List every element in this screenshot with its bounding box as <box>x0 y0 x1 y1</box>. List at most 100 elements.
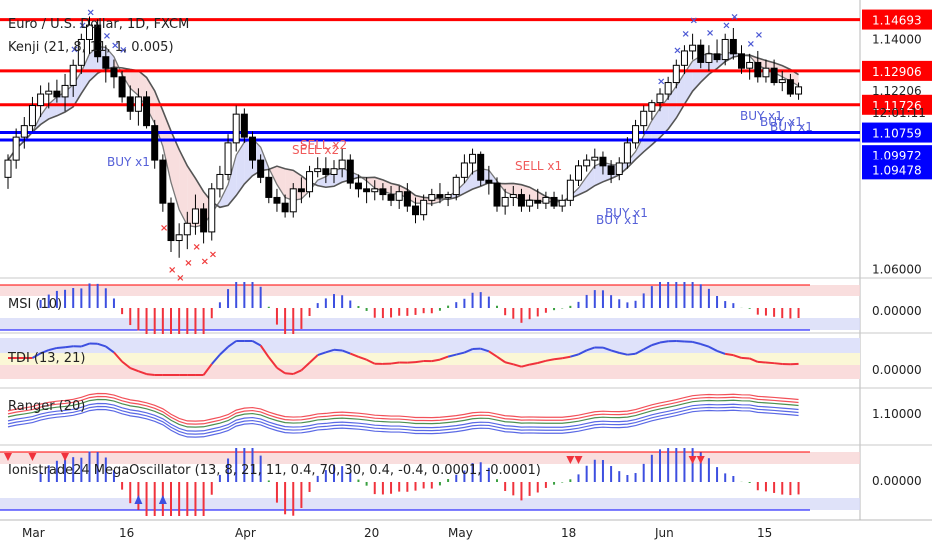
tdi-line-segment <box>651 341 661 347</box>
cloud-segment <box>130 69 139 96</box>
cloud-segment <box>171 131 180 210</box>
tdi-line-segment <box>390 361 400 365</box>
tdi-line-segment <box>480 347 490 353</box>
candle-body <box>387 194 395 201</box>
tdi-line-segment <box>48 346 58 352</box>
tdi-line-segment <box>741 356 750 360</box>
signal-buy-5: BUY x1 <box>760 115 803 129</box>
cloud-segment <box>276 166 286 198</box>
tdi-line-segment <box>113 351 123 363</box>
candle-body <box>208 188 216 233</box>
candle-body <box>485 179 493 184</box>
candle-body <box>444 194 452 198</box>
candle-body <box>395 191 403 201</box>
cloud-segment <box>692 55 701 92</box>
tdi-line-segment <box>496 355 506 364</box>
candle-body <box>371 188 379 193</box>
candle-body <box>786 79 794 95</box>
cloud-segment <box>594 162 603 186</box>
price-tick-label: 1.12206 <box>872 84 922 98</box>
signal-buy-4: BUY x1 <box>740 109 783 123</box>
candle-body <box>200 208 208 233</box>
candle-body <box>167 202 175 242</box>
msi-panel-bottom-band <box>0 318 860 330</box>
candle-body <box>721 38 729 61</box>
cloud-segment <box>627 151 636 168</box>
cloud-segment <box>374 177 383 191</box>
candle-body <box>754 61 762 78</box>
signal-sell-3: SELL x1 <box>515 159 562 173</box>
tdi-line-segment <box>349 352 359 358</box>
ranger-band-3 <box>7 402 799 432</box>
candle-body <box>640 110 648 127</box>
panel-title-megaosc: Ionistrade24 MegaOscillator (13, 8, 21, … <box>8 463 541 478</box>
tdi-line-segment <box>635 348 645 355</box>
candle-body <box>469 153 477 164</box>
tdi-line-segment <box>341 349 351 355</box>
tdi-line-segment <box>488 350 498 358</box>
cross-marker: × <box>730 12 738 23</box>
candle-body <box>297 188 305 193</box>
ranger-band-2 <box>7 398 799 428</box>
candle-body <box>354 182 362 190</box>
candle-body <box>249 136 256 161</box>
candle-body <box>94 24 102 58</box>
signal-buy-2: BUY x1 <box>605 206 648 220</box>
candle-body <box>534 199 542 204</box>
ranger-band-0 <box>7 392 799 422</box>
tdi-line-segment <box>659 340 669 344</box>
candle-body <box>664 82 672 95</box>
tdi-line-segment <box>317 351 327 357</box>
tdi-line-segment <box>97 342 107 348</box>
candle-body <box>45 90 53 95</box>
tdi-line-segment <box>537 359 547 364</box>
tdi-line-segment <box>456 351 465 356</box>
candle-body <box>216 173 224 190</box>
cloud-segment <box>228 155 237 206</box>
candle-body <box>379 188 387 196</box>
signal-marks: ××××× ××××××××××××××××× <box>70 7 763 283</box>
tdi-mid-band <box>0 353 860 365</box>
tdi-line-segment <box>202 363 213 376</box>
candle-body <box>517 194 525 207</box>
cross-marker: × <box>755 30 763 41</box>
osc-sell-arrow <box>28 453 37 461</box>
tdi-line-segment <box>447 353 457 358</box>
candle-body <box>795 86 803 95</box>
tdi-line-segment <box>692 340 701 345</box>
tdi-line-segment <box>439 355 449 361</box>
candle-body <box>37 93 45 107</box>
candle-body <box>680 50 688 66</box>
panel-tick-ranger: 1.10000 <box>872 407 922 421</box>
x-label-mar: Mar <box>22 526 45 540</box>
candle-body <box>175 234 183 242</box>
candle-body <box>575 165 582 181</box>
candle-body <box>713 53 721 61</box>
tdi-line-segment <box>210 353 221 365</box>
candle-body <box>110 67 118 78</box>
cloud-segment <box>643 120 652 152</box>
candle-body <box>746 61 754 69</box>
cloud-segment <box>179 149 188 226</box>
cross-marker: × <box>192 242 200 253</box>
cross-marker: × <box>176 273 184 284</box>
candle-body <box>412 205 419 216</box>
tdi-line-segment <box>138 370 147 376</box>
level-badge-1.09478 <box>862 159 932 180</box>
cloud-segment <box>219 184 229 208</box>
osc-sell-arrow <box>574 456 583 464</box>
candle-body <box>452 176 460 196</box>
cross-marker: × <box>747 39 755 50</box>
cloud-segment <box>122 67 131 89</box>
candle-body <box>509 194 517 198</box>
cross-marker: × <box>87 7 95 18</box>
osc-sell-arrow <box>566 456 575 464</box>
cloud-segment <box>366 177 375 189</box>
candle-body <box>591 156 599 161</box>
tdi-line-segment <box>40 349 50 355</box>
candle-body <box>346 159 354 184</box>
panel-title-msi: MSI (10) <box>8 297 62 312</box>
tdi-line-segment <box>619 351 628 356</box>
ranger-band-1 <box>7 395 799 425</box>
